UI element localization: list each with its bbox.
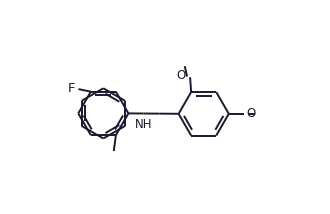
Text: O: O — [247, 107, 256, 120]
Text: NH: NH — [135, 118, 153, 131]
Text: F: F — [68, 82, 75, 95]
Text: O: O — [176, 69, 185, 82]
